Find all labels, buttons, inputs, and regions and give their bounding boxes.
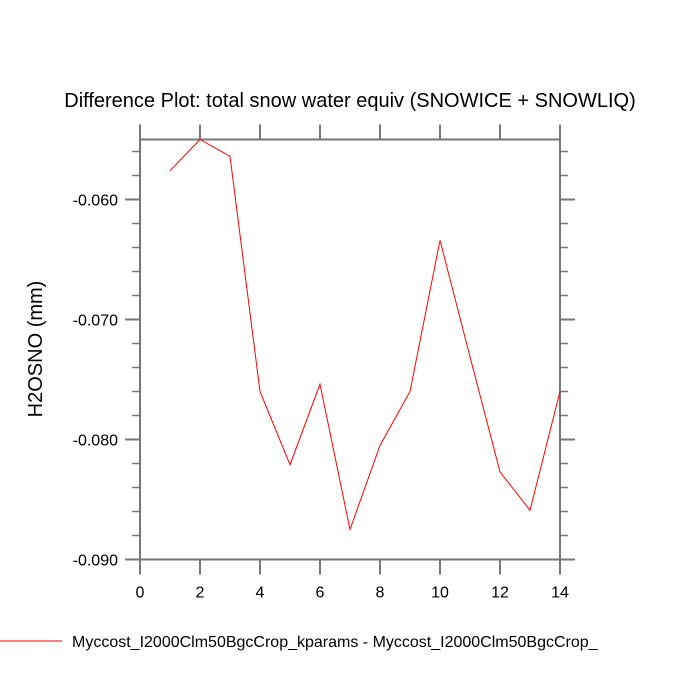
x-tick-label: 6 <box>316 585 325 602</box>
y-tick-label: -0.070 <box>73 313 118 330</box>
plot-frame <box>125 124 575 575</box>
plot-border <box>139 138 561 561</box>
legend: Myccost_I2000Clm50BgcCrop_kparams - Mycc… <box>0 634 599 651</box>
y-tick-label: -0.080 <box>73 433 118 450</box>
x-tick-label: 14 <box>551 585 569 602</box>
legend-label: Myccost_I2000Clm50BgcCrop_kparams - Mycc… <box>72 634 599 651</box>
y-axis-label: H2OSNO (mm) <box>25 281 47 418</box>
x-tick-label: 12 <box>491 585 509 602</box>
x-tick-labels: 0 2 4 6 8 10 12 14 <box>136 585 569 602</box>
x-tick-label: 2 <box>196 585 205 602</box>
x-tick-label: 0 <box>136 585 145 602</box>
y-tick-labels: -0.090 -0.080 -0.070 -0.060 <box>73 193 118 570</box>
series-group <box>169 138 561 532</box>
x-tick-label: 10 <box>431 585 449 602</box>
y-tick-label: -0.060 <box>73 193 118 210</box>
y-tick-label: -0.090 <box>73 553 118 570</box>
x-tick-label: 4 <box>256 585 265 602</box>
series-line <box>169 138 561 532</box>
chart-title: Difference Plot: total snow water equiv … <box>64 90 635 112</box>
x-tick-label: 8 <box>376 585 385 602</box>
